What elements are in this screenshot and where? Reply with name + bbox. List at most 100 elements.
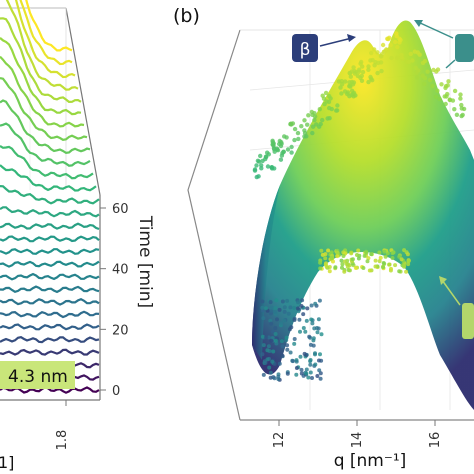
scatter-point	[261, 372, 266, 377]
scatter-point	[286, 311, 291, 316]
scatter-point	[264, 335, 269, 340]
scatter-point	[300, 298, 305, 303]
q-tick-label: 16	[428, 432, 443, 449]
scatter-point	[280, 344, 285, 349]
scatter-point	[308, 359, 313, 364]
scatter-point	[281, 149, 286, 154]
scatter-point	[369, 50, 374, 56]
scatter-point	[435, 67, 441, 72]
scatter-point	[414, 70, 419, 75]
scatter-point	[360, 69, 366, 75]
x-tick-label-a: 1.8	[55, 430, 70, 451]
scatter-point	[312, 111, 317, 116]
scatter-point	[284, 135, 289, 140]
scatter-point	[327, 94, 332, 99]
q-axis: 12 14 16	[272, 420, 443, 448]
scatter-point	[304, 367, 309, 372]
waterfall-line	[14, 0, 76, 79]
scatter-point	[265, 150, 270, 155]
scatter-point	[329, 256, 334, 261]
scatter-point	[459, 102, 464, 108]
scatter-point	[405, 252, 410, 257]
scatter-point	[379, 68, 384, 74]
scatter-point	[335, 250, 340, 255]
scatter-point	[433, 94, 439, 99]
scatter-point	[269, 165, 274, 170]
scatter-point	[385, 47, 390, 53]
scatter-point	[295, 306, 300, 311]
scatter-point	[341, 254, 346, 258]
scatter-point	[323, 90, 329, 96]
scatter-point	[319, 332, 324, 337]
scatter-point	[315, 330, 320, 335]
scatter-point	[351, 90, 357, 96]
scatter-point	[366, 64, 371, 69]
scatter-point	[355, 253, 359, 257]
waterfall-line	[5, 0, 79, 91]
scatter-point	[347, 71, 353, 76]
waterfall-line	[0, 336, 100, 344]
waterfall-line	[0, 235, 100, 243]
scatter-point	[399, 257, 404, 262]
waterfall-line	[0, 145, 94, 180]
scatter-point	[446, 79, 451, 84]
scatter-point	[366, 67, 371, 73]
scatter-point	[383, 254, 388, 259]
scatter-point	[427, 77, 433, 83]
scatter-point	[313, 301, 318, 306]
scatter-point	[282, 305, 287, 310]
scatter-point	[408, 51, 413, 57]
scatter-point	[317, 298, 322, 303]
scatter-point	[356, 248, 361, 253]
scatter-point	[323, 256, 328, 261]
waterfall-line	[0, 285, 100, 294]
scatter-point	[398, 37, 403, 43]
scatter-point	[292, 341, 297, 346]
scatter-point	[366, 79, 371, 85]
scatter-point	[317, 107, 322, 112]
scatter-point	[289, 144, 294, 150]
scatter-point	[259, 163, 264, 168]
scatter-point	[351, 65, 356, 70]
scatter-point	[294, 372, 299, 377]
scatter-point	[265, 164, 271, 169]
scatter-point	[326, 248, 331, 253]
scatter-point	[368, 58, 373, 63]
scatter-point	[375, 70, 380, 76]
scatter-point	[373, 258, 378, 263]
scatter-point	[271, 349, 276, 354]
scatter-point	[458, 96, 463, 101]
scatter-point	[359, 73, 364, 79]
scatter-point	[364, 250, 369, 255]
scatter-point	[272, 376, 277, 381]
box-edge-left	[187, 29, 241, 421]
scatter-point	[402, 263, 406, 268]
scatter-point	[367, 268, 372, 273]
scatter-point	[256, 174, 261, 179]
scatter-point	[295, 130, 301, 136]
scatter-point	[372, 63, 377, 68]
scatter-point	[313, 352, 317, 357]
scatter-point	[255, 158, 261, 163]
scatter-point	[410, 58, 415, 63]
scatter-point	[417, 52, 422, 57]
scatter-point	[394, 33, 399, 39]
scatter-point	[335, 254, 340, 259]
scatter-point	[313, 362, 318, 367]
scatter-point	[308, 362, 313, 367]
scatter-point	[292, 137, 297, 143]
scatter-point	[395, 44, 400, 50]
scatter-point	[267, 365, 272, 370]
scatter-point	[301, 312, 306, 317]
scatter-point	[287, 327, 292, 332]
waterfall-line	[0, 260, 100, 268]
scatter-point	[420, 73, 425, 78]
scatter-point	[254, 163, 259, 168]
waterfall-line	[0, 206, 100, 218]
waterfall-line	[0, 222, 100, 231]
scatter-point	[310, 321, 315, 326]
scatter-point	[296, 300, 300, 305]
scatter-point	[348, 84, 353, 89]
scatter-point	[327, 116, 332, 121]
waterfall-line	[0, 248, 100, 255]
